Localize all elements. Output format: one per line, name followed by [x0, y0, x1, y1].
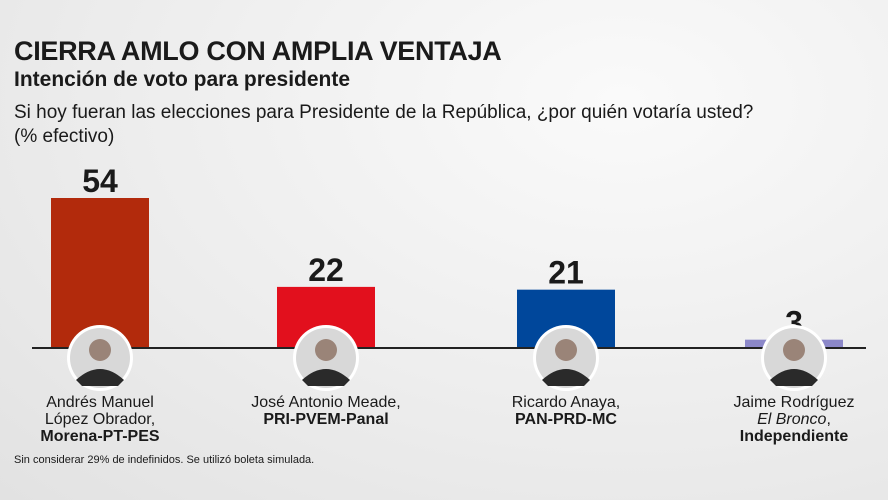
candidate-label-1: Andrés Manuel López Obrador, Morena-PT-PES: [0, 394, 200, 445]
party: Independiente: [739, 428, 849, 445]
photo-head: [315, 339, 337, 361]
photo-head: [555, 339, 577, 361]
photo-body: [542, 369, 590, 386]
candidate-label-2: José Antonio Meade, PRI-PVEM-Panal: [226, 394, 426, 428]
chart-title: CIERRA AMLO CON AMPLIA VENTAJA: [14, 36, 502, 66]
chart-subtitle: Intención de voto para presidente: [14, 68, 351, 91]
nickname: El Bronco: [757, 411, 827, 428]
party: Morena-PT-PES: [40, 428, 160, 445]
bar: [51, 198, 149, 348]
data-label: 22: [308, 252, 344, 288]
candidate-label-4: Jaime Rodríguez El Bronco, Independiente: [694, 394, 888, 445]
party: PRI-PVEM-Panal: [263, 411, 389, 428]
name-line-1: Jaime Rodríguez: [733, 394, 855, 411]
survey-question: Si hoy fueran las elecciones para Presid…: [14, 102, 754, 123]
name-line-1: Ricardo Anaya,: [511, 394, 621, 411]
photo-body: [302, 369, 350, 386]
name-line-2: López Obrador,: [44, 411, 156, 428]
party: PAN-PRD-MC: [515, 411, 617, 428]
data-label: 21: [548, 255, 584, 291]
data-label: 54: [82, 163, 118, 199]
candidate-label-3: Ricardo Anaya, PAN-PRD-MC: [466, 394, 666, 428]
photo-body: [76, 369, 124, 386]
comma: ,: [826, 411, 831, 428]
name-line-1: Andrés Manuel: [46, 394, 154, 411]
footnote: Sin considerar 29% de indefinidos. Se ut…: [14, 454, 315, 466]
photo-head: [89, 339, 111, 361]
unit-label: (% efectivo): [14, 126, 115, 147]
photo-body: [770, 369, 818, 386]
photo-head: [783, 339, 805, 361]
name-line-1: José Antonio Meade,: [251, 394, 401, 411]
